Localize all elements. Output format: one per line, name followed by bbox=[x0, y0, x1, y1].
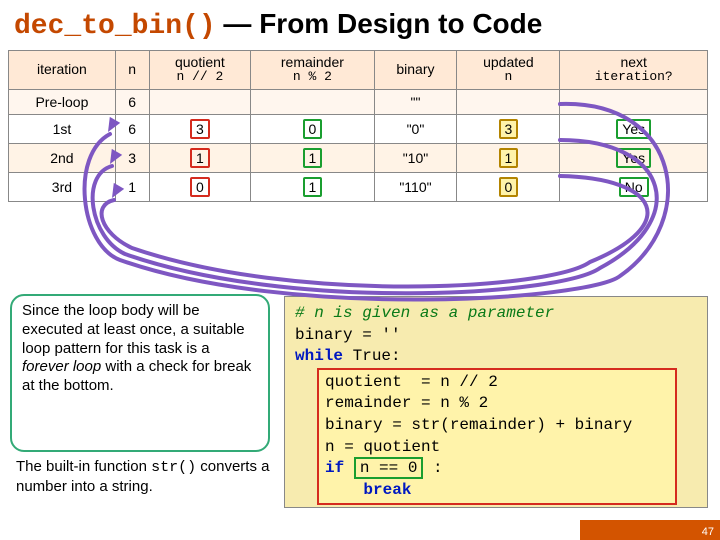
hdr-binary: binary bbox=[374, 51, 457, 90]
trace-header-row: iteration n quotientn // 2 remaindern % … bbox=[9, 51, 708, 90]
code-i4: n = quotient bbox=[325, 438, 440, 456]
table-row: 2nd311"10"1Yes bbox=[9, 143, 708, 172]
code-box: # n is given as a parameter binary = '' … bbox=[284, 296, 708, 508]
table-cell bbox=[149, 89, 251, 114]
table-cell: Pre-loop bbox=[9, 89, 116, 114]
page-title: dec_to_bin() — From Design to Code bbox=[0, 0, 720, 44]
code-i5b: : bbox=[423, 459, 442, 477]
table-cell: Yes bbox=[560, 114, 708, 143]
table-cell: "10" bbox=[374, 143, 457, 172]
hdr-n: n bbox=[115, 51, 149, 90]
code-if: if bbox=[325, 459, 354, 477]
table-cell: No bbox=[560, 172, 708, 201]
code-break: break bbox=[325, 481, 411, 499]
table-cell: 0 bbox=[457, 172, 560, 201]
title-rest: From Design to Code bbox=[259, 8, 542, 39]
table-cell: 3 bbox=[457, 114, 560, 143]
table-cell bbox=[457, 89, 560, 114]
code-while: while bbox=[295, 347, 343, 365]
table-cell: Yes bbox=[560, 143, 708, 172]
table-cell: "0" bbox=[374, 114, 457, 143]
table-cell: 1 bbox=[457, 143, 560, 172]
note2-mono: str() bbox=[151, 459, 196, 476]
table-cell: 1 bbox=[251, 143, 374, 172]
table-cell: 3 bbox=[149, 114, 251, 143]
hdr-remainder: remaindern % 2 bbox=[251, 51, 374, 90]
table-cell: "110" bbox=[374, 172, 457, 201]
table-cell: 1st bbox=[9, 114, 116, 143]
code-l2a: binary = bbox=[295, 326, 381, 344]
table-cell: 3rd bbox=[9, 172, 116, 201]
trace-table: iteration n quotientn // 2 remaindern % … bbox=[8, 50, 708, 202]
code-i1: quotient = n // 2 bbox=[325, 373, 498, 391]
note2-a: The built-in function bbox=[16, 458, 151, 475]
code-cond: n == 0 bbox=[354, 457, 424, 479]
note-str: The built-in function str() converts a n… bbox=[10, 454, 316, 501]
table-cell: 1 bbox=[115, 172, 149, 201]
table-cell: 6 bbox=[115, 114, 149, 143]
hdr-next: nextiteration? bbox=[560, 51, 708, 90]
hdr-iteration: iteration bbox=[9, 51, 116, 90]
trace-body: Pre-loop6""1st630"0"3Yes2nd311"10"1Yes3r… bbox=[9, 89, 708, 201]
table-cell bbox=[251, 89, 374, 114]
table-cell: 6 bbox=[115, 89, 149, 114]
table-row: Pre-loop6 "" bbox=[9, 89, 708, 114]
code-comment: # n is given as a parameter bbox=[295, 304, 554, 322]
footer-bar bbox=[580, 520, 720, 540]
table-cell bbox=[560, 89, 708, 114]
table-cell: 1 bbox=[149, 143, 251, 172]
code-l2b: '' bbox=[381, 326, 400, 344]
table-cell: "" bbox=[374, 89, 457, 114]
code-i3: binary = str(remainder) + binary bbox=[325, 416, 632, 434]
table-cell: 3 bbox=[115, 143, 149, 172]
table-row: 3rd101"110"0No bbox=[9, 172, 708, 201]
title-func: dec_to_bin() bbox=[14, 11, 216, 42]
hdr-updated: updatedn bbox=[457, 51, 560, 90]
table-cell: 0 bbox=[251, 114, 374, 143]
callout-loop-pattern: Since the loop body will be executed at … bbox=[10, 294, 270, 452]
hdr-quotient: quotientn // 2 bbox=[149, 51, 251, 90]
code-i2: remainder = n % 2 bbox=[325, 394, 488, 412]
callout-text-a: Since the loop body will be executed at … bbox=[22, 302, 245, 357]
table-cell: 2nd bbox=[9, 143, 116, 172]
table-cell: 1 bbox=[251, 172, 374, 201]
table-row: 1st630"0"3Yes bbox=[9, 114, 708, 143]
code-inner-block: quotient = n // 2 remainder = n % 2 bina… bbox=[317, 368, 677, 506]
callout-italic: forever loop bbox=[22, 358, 101, 375]
code-l3b: True: bbox=[343, 347, 401, 365]
table-cell: 0 bbox=[149, 172, 251, 201]
page-number: 47 bbox=[702, 526, 714, 538]
title-dash: — bbox=[216, 8, 260, 39]
